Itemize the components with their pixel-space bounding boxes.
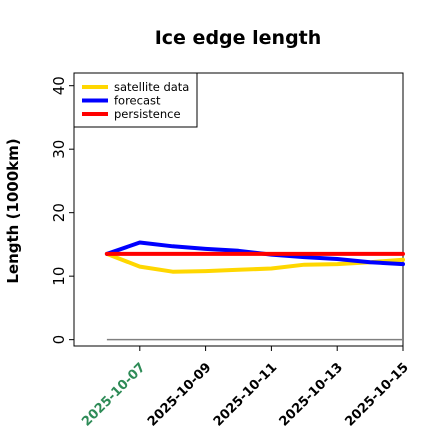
chart-title: Ice edge length bbox=[155, 27, 322, 49]
y-axis: 0 10 20 30 40 bbox=[50, 76, 74, 344]
y-tick-label: 30 bbox=[50, 140, 68, 159]
series-line-satellite-data bbox=[104, 251, 405, 274]
y-tick-label: 0 bbox=[50, 335, 68, 345]
y-tick-label: 40 bbox=[50, 76, 68, 95]
legend-label: forecast bbox=[114, 94, 161, 108]
legend-label: satellite data bbox=[114, 80, 189, 94]
x-tick-label: 2025-10-11 bbox=[211, 360, 280, 429]
x-tick-label: 2025-10-07 bbox=[79, 360, 148, 429]
y-axis-label: Length (1000km) bbox=[4, 138, 22, 283]
legend-label: persistence bbox=[114, 107, 181, 121]
series-layer bbox=[104, 240, 405, 341]
x-axis: 2025-10-072025-10-092025-10-112025-10-13… bbox=[79, 346, 412, 430]
y-tick-label: 10 bbox=[50, 267, 68, 286]
y-tick-label: 20 bbox=[50, 203, 68, 222]
x-tick-label: 2025-10-13 bbox=[277, 360, 346, 429]
plot-frame bbox=[73, 72, 404, 347]
x-tick-label: 2025-10-15 bbox=[342, 360, 411, 429]
x-tick-label: 2025-10-09 bbox=[145, 360, 214, 429]
